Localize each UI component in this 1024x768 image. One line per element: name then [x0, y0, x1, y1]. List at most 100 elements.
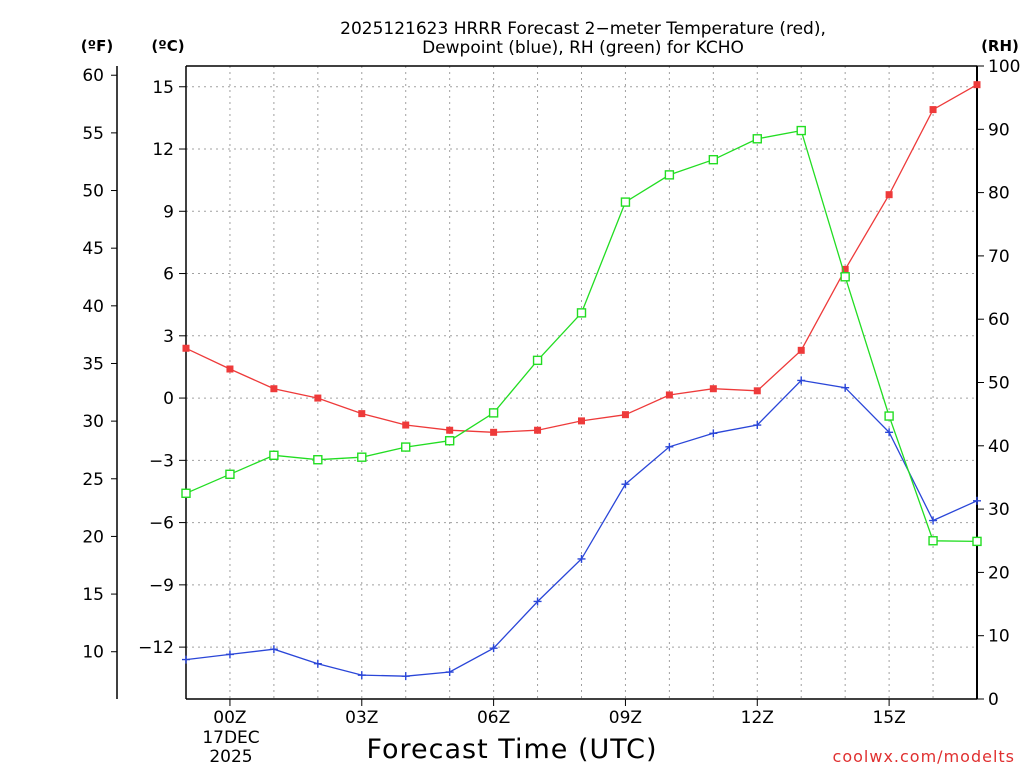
temperature-point — [534, 426, 542, 434]
fahrenheit-tick-label: 15 — [82, 585, 104, 605]
x-tick-label: 12Z — [741, 708, 774, 728]
fahrenheit-tick-label: 35 — [82, 354, 104, 374]
rh-point — [752, 134, 762, 144]
dewpoint-point — [665, 442, 674, 451]
source-credit: coolwx.com/modelts — [833, 747, 1015, 766]
dewpoint-point — [182, 655, 190, 664]
celsius-tick-label: −12 — [138, 638, 174, 658]
x-tick-label: 06Z — [477, 708, 510, 728]
celsius-tick-label: 15 — [152, 78, 174, 98]
fahrenheit-tick-label: 25 — [82, 470, 104, 490]
x-tick-label: 03Z — [345, 708, 378, 728]
temperature-point — [182, 344, 190, 352]
x-axis-title: Forecast Time (UTC) — [366, 734, 657, 765]
rh-point — [576, 308, 587, 318]
dewpoint-point — [929, 516, 938, 525]
fahrenheit-tick-label: 30 — [82, 412, 104, 432]
temperature-point — [314, 394, 322, 402]
rh-point — [972, 536, 982, 547]
dewpoint-point — [885, 428, 894, 437]
fahrenheit-tick-label: 50 — [82, 182, 104, 202]
temperature-point — [490, 428, 498, 436]
dewpoint-point — [753, 421, 762, 430]
dewpoint-point — [533, 597, 542, 606]
rh-point — [532, 355, 543, 366]
temperature-point — [665, 391, 673, 399]
rh-point — [269, 450, 279, 460]
temperature-point — [841, 265, 849, 273]
celsius-tick-label: 6 — [163, 265, 174, 285]
rh-point — [840, 272, 850, 282]
dewpoint-point — [841, 383, 850, 392]
dewpoint-point — [313, 659, 322, 668]
dewpoint-point — [797, 376, 806, 385]
temperature-point — [797, 346, 805, 354]
rh-tick-label: 80 — [988, 184, 1010, 204]
rh-point — [664, 170, 675, 180]
fahrenheit-tick-label: 55 — [82, 124, 104, 144]
grid-lines — [186, 66, 977, 699]
chart-subtitle: Dewpoint (blue), RH (green) for KCHO — [422, 38, 744, 58]
dewpoint-point — [973, 496, 981, 505]
dewpoint-point — [577, 554, 586, 563]
date-label-day: 17DEC — [202, 728, 259, 748]
dewpoint-point — [621, 480, 630, 489]
fahrenheit-tick-label: 60 — [82, 66, 104, 86]
rh-point — [708, 154, 719, 165]
temperature-point — [929, 106, 937, 114]
temperature-series — [182, 81, 981, 436]
celsius-tick-label: −3 — [149, 451, 174, 471]
temperature-point — [621, 411, 629, 419]
celsius-tick-label: 9 — [163, 202, 174, 222]
rh-tick-label: 40 — [988, 437, 1010, 457]
x-tick-label: 09Z — [609, 708, 642, 728]
dewpoint-series — [182, 376, 981, 681]
celsius-tick-label: 3 — [163, 327, 174, 347]
rh-series — [181, 125, 982, 547]
rh-tick-label: 70 — [988, 247, 1010, 267]
temperature-point — [446, 426, 454, 434]
temperature-point — [226, 365, 234, 373]
data-series — [181, 81, 982, 681]
fahrenheit-tick-label: 40 — [82, 297, 104, 317]
axes: 605550454035302520151015129630−3−6−9−121… — [82, 57, 1020, 728]
rh-point — [401, 442, 411, 452]
temperature-point — [709, 385, 717, 393]
temperature-point — [358, 410, 366, 418]
rh-tick-label: 10 — [988, 627, 1010, 647]
dewpoint-point — [225, 650, 234, 659]
rh-tick-label: 50 — [988, 374, 1010, 394]
rh-point — [225, 469, 235, 479]
date-label-year: 2025 — [209, 747, 252, 767]
rh-point — [313, 455, 323, 465]
temperature-point — [753, 387, 761, 395]
rh-unit-label: (RH) — [981, 37, 1019, 55]
fahrenheit-tick-label: 45 — [82, 239, 104, 259]
celsius-tick-label: 0 — [163, 389, 174, 409]
dewpoint-point — [445, 668, 454, 677]
celsius-tick-label: 12 — [152, 140, 174, 160]
rh-tick-label: 60 — [988, 310, 1010, 330]
rh-point — [620, 197, 631, 207]
rh-point — [357, 452, 367, 462]
temperature-point — [885, 191, 893, 199]
rh-point — [181, 488, 191, 498]
rh-point — [884, 411, 894, 421]
dewpoint-point — [357, 671, 366, 680]
celsius-tick-label: −6 — [149, 514, 174, 534]
rh-tick-label: 90 — [988, 120, 1010, 140]
fahrenheit-tick-label: 20 — [82, 527, 104, 547]
celsius-tick-label: −9 — [149, 576, 174, 596]
dewpoint-point — [401, 672, 410, 681]
dewpoint-point — [709, 429, 718, 438]
dewpoint-point — [489, 644, 498, 653]
celsius-unit-label: (ºC) — [151, 37, 184, 55]
temperature-point — [578, 417, 585, 425]
rh-tick-label: 100 — [988, 57, 1020, 77]
chart-title: 2025121623 HRRR Forecast 2−meter Tempera… — [340, 19, 826, 39]
fahrenheit-tick-label: 10 — [82, 643, 104, 663]
rh-point — [444, 436, 455, 446]
rh-point — [928, 536, 938, 546]
temperature-point — [402, 421, 410, 429]
